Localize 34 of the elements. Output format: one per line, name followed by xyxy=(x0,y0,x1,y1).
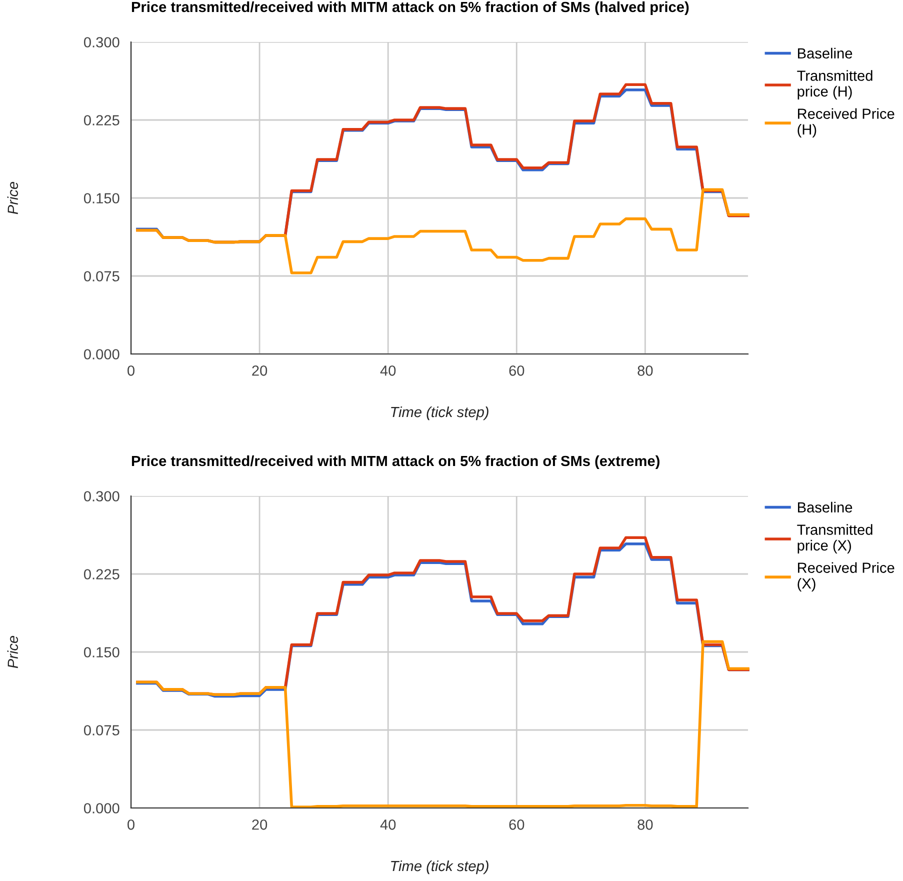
y-axis-title: Price xyxy=(7,182,18,214)
legend-label: Received Price (H) xyxy=(798,108,894,138)
y-tick-label: 0.150 xyxy=(84,193,120,204)
x-tick-label: 40 xyxy=(380,365,396,376)
y-tick-label: 0.075 xyxy=(84,725,120,736)
x-tick-label: 40 xyxy=(380,819,396,830)
y-tick-label: 0.300 xyxy=(84,491,120,502)
y-tick-label: 0.000 xyxy=(84,349,120,360)
x-tick-label: 20 xyxy=(252,365,268,376)
line-series xyxy=(136,188,750,274)
x-tick-label: 80 xyxy=(638,365,653,376)
x-tick-label: 0 xyxy=(128,819,134,830)
y-tick-label: 0.300 xyxy=(84,37,120,48)
legend-label: Baseline xyxy=(798,502,852,513)
chart-title: Price transmitted/received with MITM attack on 5% fraction of SMs (extreme) xyxy=(132,455,660,470)
legend-label: Received Price (X) xyxy=(798,562,894,592)
legend-label: Transmitted price (H) xyxy=(797,70,872,100)
chart-title: Price transmitted/received with MITM attack on 5% fraction of SMs (halved price) xyxy=(132,1,689,16)
y-tick-label: 0.225 xyxy=(84,569,120,580)
x-tick-label: 60 xyxy=(509,819,524,830)
y-tick-label: 0.000 xyxy=(84,803,120,814)
y-tick-label: 0.225 xyxy=(84,115,120,126)
x-axis-title: Time (tick step) xyxy=(391,860,488,874)
line-series xyxy=(136,640,750,808)
y-tick-label: 0.075 xyxy=(84,271,120,282)
x-tick-label: 80 xyxy=(638,819,653,830)
x-tick-label: 20 xyxy=(252,819,268,830)
legend-label: Baseline xyxy=(798,48,852,59)
x-tick-label: 60 xyxy=(509,365,524,376)
y-axis-title: Price xyxy=(7,636,18,668)
legend-label: Transmitted price (X) xyxy=(797,524,872,554)
y-tick-label: 0.150 xyxy=(84,647,120,658)
x-axis-title: Time (tick step) xyxy=(391,406,488,420)
x-tick-label: 0 xyxy=(128,365,134,376)
